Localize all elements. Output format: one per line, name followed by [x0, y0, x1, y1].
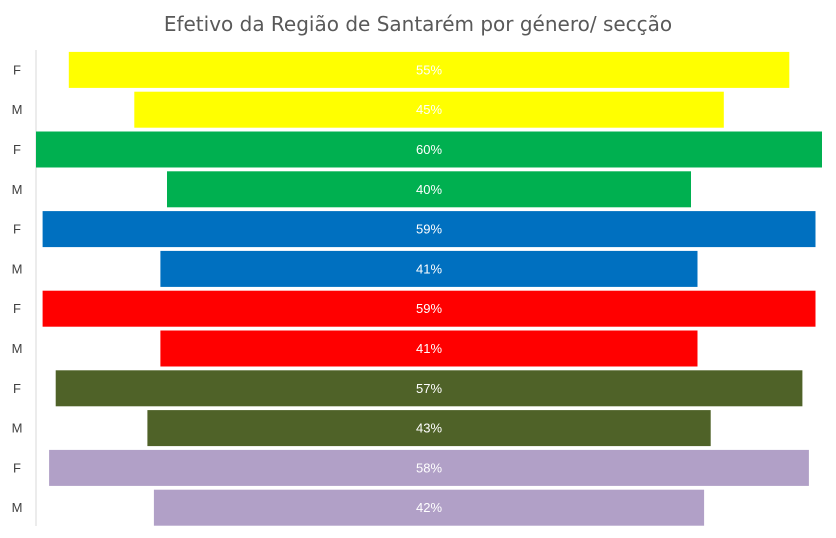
category-tick-labels: F M F M F M F M F M F M — [12, 62, 23, 515]
data-label: 42% — [416, 500, 442, 515]
bar-3 — [36, 131, 822, 168]
data-label: 55% — [416, 62, 442, 77]
category-tick-label: M — [12, 421, 23, 436]
category-tick-label: F — [13, 301, 21, 316]
bar-12 — [153, 489, 705, 526]
category-tick-label: F — [13, 460, 21, 475]
bar-6 — [160, 250, 698, 287]
data-label: 41% — [416, 341, 442, 356]
data-label: 59% — [416, 222, 442, 237]
category-tick-label: F — [13, 142, 21, 157]
data-label: 41% — [416, 261, 442, 276]
bar-7 — [42, 290, 816, 327]
category-tick-label: F — [13, 381, 21, 396]
category-tick-label: M — [12, 341, 23, 356]
chart-title: Efetivo da Região de Santarém por género… — [164, 12, 672, 36]
data-labels: 55% 45% 60% 40% 59% 41% 59% 41% 57% 43% 58% 42% — [416, 62, 442, 515]
category-tick-label: M — [12, 261, 23, 276]
category-tick-label: F — [13, 62, 21, 77]
data-label: 60% — [416, 142, 442, 157]
data-label: 59% — [416, 301, 442, 316]
category-tick-label: F — [13, 222, 21, 237]
bar-1 — [68, 51, 790, 88]
data-label: 58% — [416, 460, 442, 475]
bar-10 — [147, 410, 711, 447]
category-tick-label: M — [12, 500, 23, 515]
category-tick-label: M — [12, 182, 23, 197]
data-label: 57% — [416, 381, 442, 396]
bar-4 — [167, 171, 691, 208]
bars-group — [36, 51, 822, 526]
category-tick-label: M — [12, 102, 23, 117]
bar-11 — [49, 449, 809, 486]
bar-8 — [160, 330, 698, 367]
bar-5 — [42, 211, 816, 248]
bar-9 — [55, 370, 803, 407]
bar-2 — [134, 91, 724, 128]
data-label: 45% — [416, 102, 442, 117]
data-label: 40% — [416, 182, 442, 197]
data-label: 43% — [416, 421, 442, 436]
